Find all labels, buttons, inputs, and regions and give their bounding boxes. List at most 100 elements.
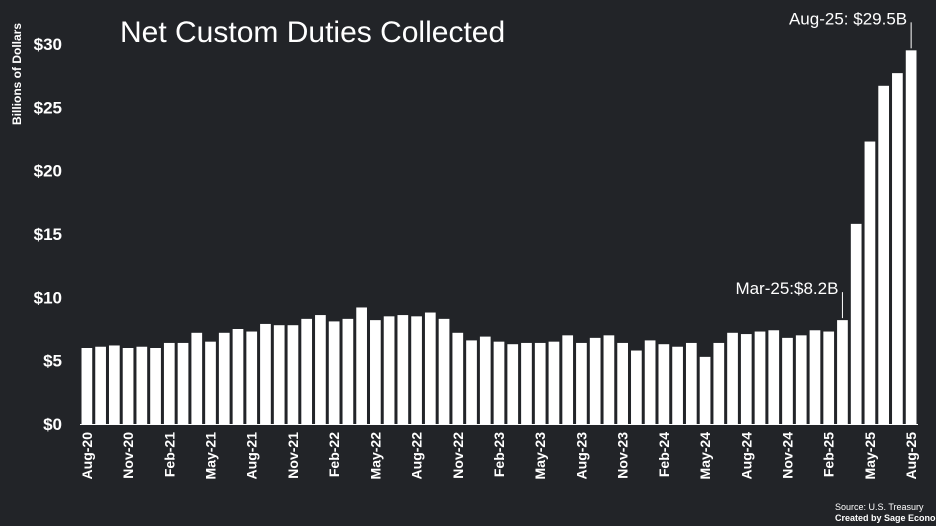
y-tick-label: $20 bbox=[34, 162, 62, 181]
x-tick-label: Nov-23 bbox=[615, 432, 631, 479]
bar-jan-25 bbox=[809, 330, 821, 424]
bar-may-25 bbox=[864, 141, 876, 425]
bar-sep-22 bbox=[424, 312, 436, 424]
bar-dec-24 bbox=[795, 335, 807, 424]
bar-aug-20 bbox=[81, 348, 93, 424]
x-tick-label: Nov-21 bbox=[285, 432, 301, 479]
bars bbox=[80, 50, 918, 425]
bar-jun-22 bbox=[383, 316, 395, 424]
x-tick-label: Feb-23 bbox=[491, 432, 507, 477]
x-tick-label: Aug-20 bbox=[79, 432, 95, 480]
bar-jul-23 bbox=[562, 335, 574, 424]
y-axis-ticks: $0 $5 $10 $15 $20 $25 $30 bbox=[34, 35, 62, 434]
bar-nov-21 bbox=[287, 325, 299, 424]
chart-title: Net Custom Duties Collected bbox=[120, 16, 505, 49]
bar-feb-21 bbox=[163, 342, 175, 424]
bar-aug-22 bbox=[411, 316, 422, 424]
bar-mar-21 bbox=[177, 342, 189, 424]
bar-dec-20 bbox=[136, 346, 148, 424]
bar-apr-21 bbox=[191, 332, 203, 424]
bar-jun-25 bbox=[878, 85, 890, 425]
y-tick-label: $0 bbox=[43, 415, 62, 434]
bar-oct-20 bbox=[108, 345, 120, 424]
x-tick-label: May-22 bbox=[367, 432, 383, 480]
bar-may-23 bbox=[534, 342, 546, 424]
bar-dec-23 bbox=[631, 350, 642, 424]
y-axis-label: Billions of Dollars bbox=[10, 23, 24, 125]
bar-mar-23 bbox=[507, 344, 519, 424]
bar-jul-22 bbox=[397, 315, 409, 424]
source-line-2: Created by Sage Economics bbox=[835, 513, 936, 523]
x-tick-label: May-24 bbox=[697, 432, 713, 480]
bar-sep-20 bbox=[95, 346, 106, 424]
bar-oct-23 bbox=[603, 335, 615, 424]
bar-dec-22 bbox=[466, 340, 477, 424]
y-tick-label: $15 bbox=[34, 225, 62, 244]
bar-dec-21 bbox=[301, 318, 313, 424]
bar-may-21 bbox=[205, 341, 216, 424]
x-tick-label: Aug-24 bbox=[738, 432, 754, 480]
bar-may-22 bbox=[370, 320, 381, 424]
bar-nov-22 bbox=[452, 332, 464, 424]
y-tick-label: $10 bbox=[34, 288, 62, 307]
x-tick-label: Aug-25 bbox=[903, 432, 919, 480]
bar-jan-22 bbox=[315, 315, 326, 424]
x-tick-label: Nov-24 bbox=[779, 432, 795, 479]
x-tick-label: Nov-20 bbox=[120, 432, 136, 479]
bar-feb-25 bbox=[823, 331, 835, 424]
bar-nov-23 bbox=[617, 342, 628, 424]
x-tick-label: Feb-21 bbox=[161, 432, 177, 477]
x-tick-label: Aug-23 bbox=[573, 432, 589, 480]
bar-sep-24 bbox=[754, 331, 766, 424]
x-tick-label: Aug-21 bbox=[244, 432, 260, 480]
source-line-1: Source: U.S. Treasury bbox=[835, 502, 924, 512]
bar-feb-22 bbox=[328, 321, 340, 424]
bar-jul-21 bbox=[232, 329, 244, 424]
x-tick-label: May-23 bbox=[532, 432, 548, 480]
annotations: Mar-25:$8.2B Aug-25: $29.5B bbox=[735, 9, 912, 319]
bar-jun-24 bbox=[713, 342, 725, 424]
bar-jul-24 bbox=[727, 332, 738, 424]
bar-mar-22 bbox=[342, 318, 354, 424]
bar-jul-25 bbox=[892, 73, 903, 424]
bar-apr-23 bbox=[521, 342, 532, 424]
x-tick-label: May-25 bbox=[862, 432, 878, 480]
bar-oct-24 bbox=[768, 330, 780, 424]
bar-jun-23 bbox=[548, 341, 560, 424]
bar-jun-21 bbox=[218, 332, 230, 424]
bar-jan-24 bbox=[644, 340, 656, 424]
x-tick-label: Nov-22 bbox=[450, 432, 466, 479]
bar-oct-21 bbox=[273, 325, 285, 424]
bar-mar-25 bbox=[837, 320, 848, 424]
x-tick-label: Feb-25 bbox=[821, 432, 837, 477]
bar-sep-21 bbox=[260, 323, 271, 424]
bar-nov-24 bbox=[782, 337, 793, 424]
bar-apr-25 bbox=[850, 223, 862, 424]
y-tick-label: $5 bbox=[43, 352, 62, 371]
bar-nov-20 bbox=[122, 348, 134, 424]
bar-feb-24 bbox=[658, 344, 670, 424]
x-tick-label: Feb-24 bbox=[656, 432, 672, 477]
x-tick-label: Feb-22 bbox=[326, 432, 342, 477]
bar-apr-24 bbox=[685, 342, 697, 424]
bar-oct-22 bbox=[438, 318, 450, 424]
bar-may-24 bbox=[699, 356, 711, 424]
bar-mar-24 bbox=[672, 346, 683, 424]
bar-feb-23 bbox=[493, 341, 505, 424]
bar-aug-24 bbox=[740, 334, 752, 424]
bar-jan-21 bbox=[150, 348, 161, 424]
annotation-label: Aug-25: $29.5B bbox=[789, 9, 907, 28]
y-tick-label: $30 bbox=[34, 35, 62, 54]
x-tick-label: Aug-22 bbox=[409, 432, 425, 480]
bar-apr-22 bbox=[356, 307, 367, 424]
annotation-label: Mar-25:$8.2B bbox=[735, 279, 838, 298]
x-axis-ticks: Aug-20 Nov-20 Feb-21 May-21 Aug-21 Nov-21 Feb-… bbox=[79, 432, 919, 480]
bar-aug-25 bbox=[905, 50, 917, 424]
bar-sep-23 bbox=[589, 337, 601, 424]
y-tick-label: $25 bbox=[34, 98, 62, 117]
bar-aug-23 bbox=[576, 342, 587, 424]
bar-aug-21 bbox=[246, 331, 258, 424]
bar-jan-23 bbox=[479, 336, 491, 424]
